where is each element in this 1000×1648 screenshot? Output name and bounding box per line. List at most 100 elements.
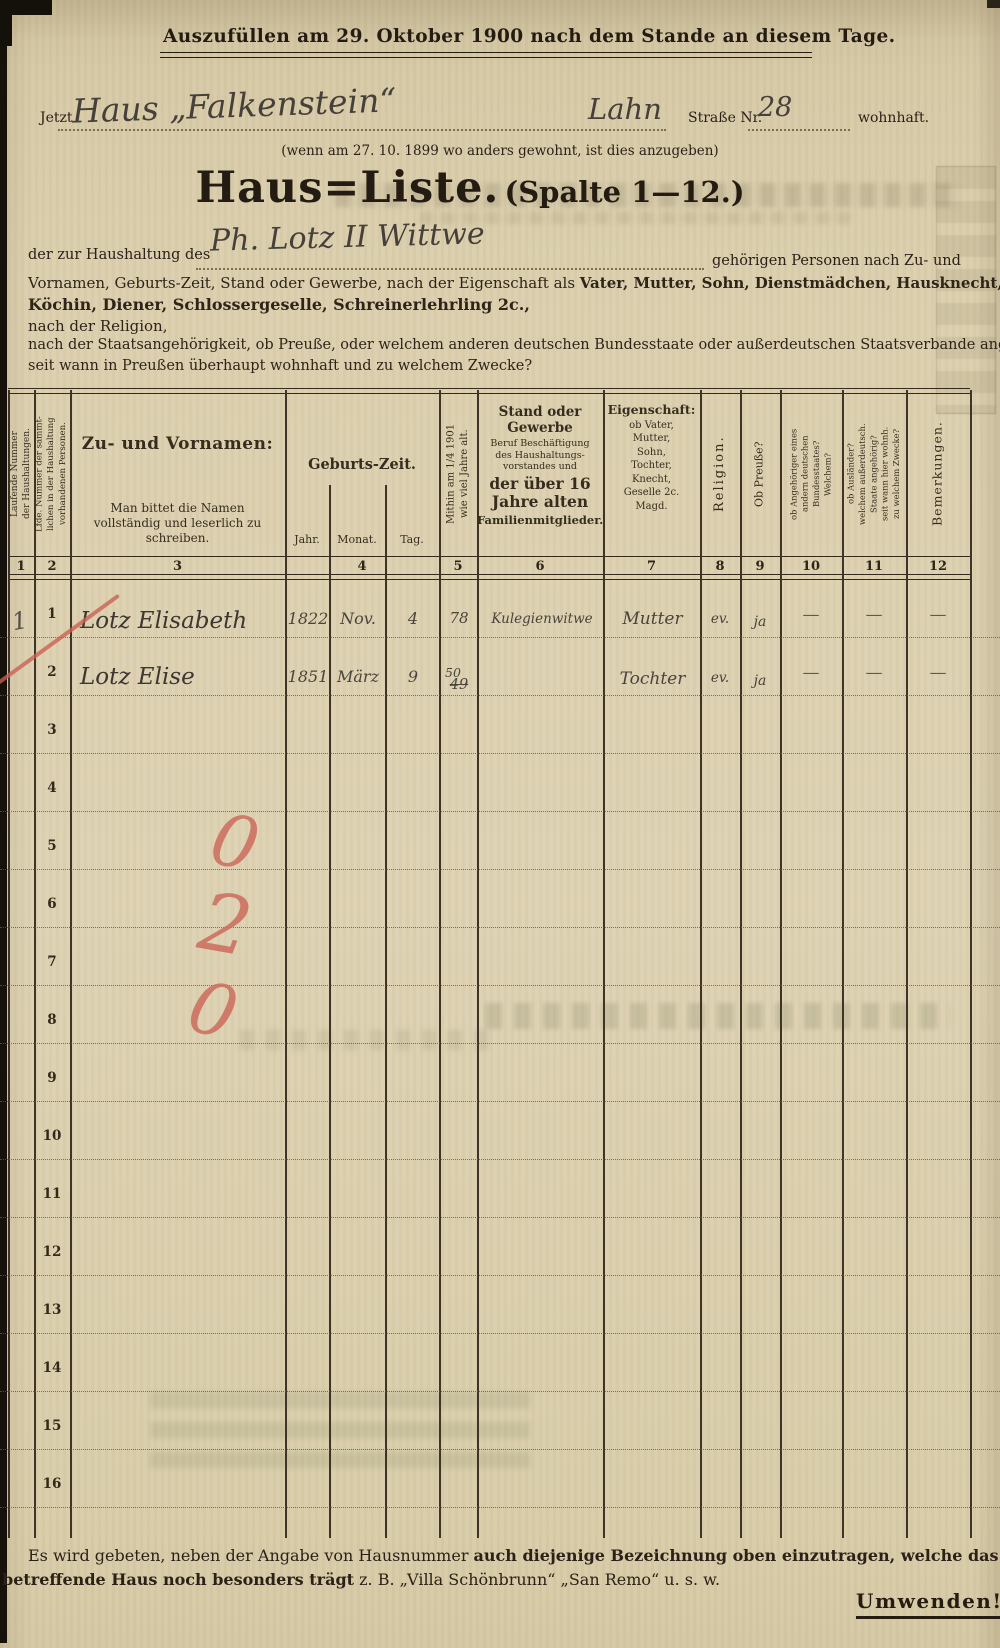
col-header-line: wie viel Jahre alt. [459,429,470,519]
fill-date-instruction: Auszufüllen am 29. Oktober 1900 nach dem… [163,26,896,47]
age-correction: 50 49 [441,667,477,693]
table-row: 3 [0,695,1000,754]
col-header-line: Tochter, [631,460,672,472]
table-vline [700,390,702,1538]
col-header-age: Mithin am 1/4 1901 wie viel Jahre alt. [445,396,472,552]
col-header-line: Mithin am 1/4 1901 [445,423,457,525]
col-header-line: Familienmitglieder. [477,512,604,527]
form-title: Haus=Liste. [195,163,500,213]
col-header-line: Magd. [635,500,668,512]
col-header-line: Staate angehörig? [868,435,879,513]
table-row: 12 [0,1217,1000,1276]
table-vline [329,485,331,1538]
row-number: 15 [42,1418,62,1434]
col-header-names-title: Zu- und Vornamen: [81,434,274,454]
age-struck: 49 [449,677,469,694]
footer-text: z. B. „Villa Schönbrunn“ „San Remo“ u. s… [354,1570,721,1589]
col-header-line: Jahre alten [491,492,589,512]
dash-mark: — [865,663,883,683]
jetzt-label: Jetzt [40,110,73,126]
footer-line-2: betreffende Haus noch besonders trägt z.… [2,1570,720,1589]
table-vline [842,390,844,1538]
col-header-relationship: Eigenschaft: ob Vater, Mutter, Sohn, Toc… [603,396,700,554]
row-number: 3 [47,722,57,738]
table-vline [8,390,10,1538]
household-number-handwritten: 1 [9,605,30,637]
col-header-line: zu welchem Zwecke? [891,428,902,520]
table-row: 10 [0,1101,1000,1160]
footer-text: Es wird gebeten, neben der Angabe von Ha… [28,1546,474,1565]
col-header-names: Zu- und Vornamen: Man bittet die Namen v… [70,396,285,554]
col-header-line: Sohn, [637,446,666,458]
table-row: 8 [0,985,1000,1044]
col-header-month: Monat. [337,533,377,546]
intro-line-5: seit wann in Preußen überhaupt wohnhaft … [28,358,533,374]
person-name-handwritten: Lotz Elisabeth [80,608,248,634]
person-name-handwritten: Lotz Elise [80,664,195,690]
table-vline [285,390,287,1538]
row-number: 10 [42,1128,62,1144]
col-header-foreigner: ob Ausländer? welchem außerdeutsch. Staa… [846,396,903,552]
col-number: 1 [16,559,26,574]
table-vline [34,390,36,1538]
col-header-line: Mutter, [632,433,671,445]
birth-day-handwritten: 4 [407,609,419,628]
col-header-line: Knecht, [631,473,672,485]
footer-line-1: Es wird gebeten, neben der Angabe von Ha… [28,1546,999,1565]
scan-edge-left [0,0,7,1643]
table-vline [70,390,72,1538]
intro-line-1: Vornamen, Geburts-Zeit, Stand oder Gewer… [28,274,1000,292]
row-number: 9 [47,1070,57,1086]
intro-prefix: der zur Haushaltung des [28,247,211,263]
col-header-line: Eigenschaft: [607,402,696,417]
col-number: 5 [453,559,463,574]
table-number-row-rule [8,574,970,580]
col-header-line: Beruf Beschäftigung [490,438,590,450]
table-row: 15 [0,1391,1000,1450]
col-header-line: welchem außerdeutsch. [856,423,867,525]
row-number: 8 [47,1012,57,1028]
col-number: 2 [47,559,57,574]
age-corrected: 50 [445,665,461,681]
footer-text-bold: auch diejenige Bezeichnung oben einzutra… [473,1546,999,1565]
turn-over-label: Umwenden! [856,1589,1000,1619]
religion-handwritten: ev. [710,670,730,686]
col-header-names-note: Man bittet die Namen vollständig und les… [93,501,262,545]
table-row: 11 [0,1159,1000,1218]
dash-mark: — [929,605,947,625]
age-handwritten: 78 [449,609,469,627]
col-number: 4 [357,559,367,574]
col-number: 7 [646,559,657,574]
dotted-line [748,129,850,131]
col-header-german-state: ob Angehöriger eines andern deutschen Bu… [788,396,833,552]
table-vline [906,390,908,1538]
intro-line-3: nach der Religion, [28,317,168,335]
col-header-line: Lfde. Nummer der sämmt- [34,416,45,532]
intro-line-2: Köchin, Diener, Schlossergeselle, Schrei… [28,295,530,314]
row-number: 14 [42,1360,62,1376]
col-header-birthdate-title: Geburts-Zeit. [308,456,416,473]
col-number: 12 [928,559,948,574]
intro-line-1-normal: Vornamen, Geburts-Zeit, Stand oder Gewer… [28,274,580,292]
col-number: 8 [715,559,725,574]
row-number: 5 [47,838,57,854]
instruction-underline [160,52,812,58]
table-vline [439,390,441,1538]
table-header-rule [8,556,970,557]
footer-text-bold: betreffende Haus noch besonders trägt [2,1570,355,1589]
house-name-handwritten: Haus „Falkenstein“ [71,80,397,131]
dash-mark: — [802,663,820,683]
table-row: 9 [0,1043,1000,1102]
col-header-birthdate: Geburts-Zeit. Jahr. Monat. Tag. [285,396,439,554]
table-vline [603,390,605,1538]
birth-month-handwritten: März [337,667,379,686]
table-row: 7 [0,927,1000,986]
col-header-line: Bemerkungen. [929,421,945,527]
birth-day-handwritten: 9 [407,667,419,686]
row-number: 13 [42,1302,62,1318]
col-number: 10 [801,559,821,574]
dotted-line [58,129,666,131]
row-number: 1 [47,606,57,622]
street-number-handwritten: 28 [758,92,793,123]
col-header-line: Ob Preuße? [752,441,766,507]
